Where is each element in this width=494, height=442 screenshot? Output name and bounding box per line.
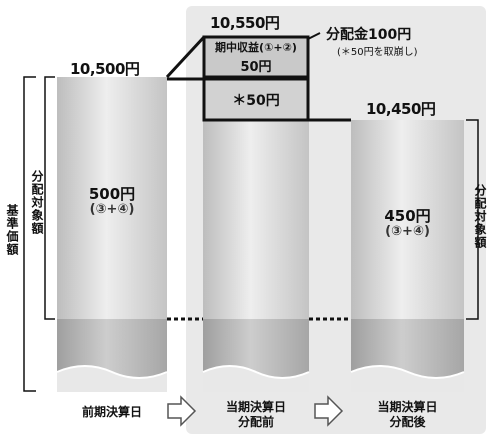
pre-distribution-value: 10,550円 bbox=[210, 14, 280, 32]
reserve-amount: ＊50円 bbox=[232, 93, 280, 109]
income-amount: 50円 bbox=[240, 60, 272, 75]
connector-lines bbox=[165, 32, 351, 122]
post-date-line2: 分配後 bbox=[389, 415, 426, 429]
base-price-label: 基準価額 bbox=[5, 204, 19, 256]
post-distribution-value: 10,450円 bbox=[366, 100, 436, 118]
reserve-box bbox=[202, 77, 310, 122]
before-value: 10,500円 bbox=[70, 60, 140, 78]
column-pre-distribution bbox=[202, 35, 310, 392]
right-bracket bbox=[466, 119, 479, 320]
post-date-line1: 当期決算日 bbox=[377, 400, 438, 414]
income-box bbox=[202, 35, 310, 79]
distribution-note: (＊50円を取崩し) bbox=[337, 47, 418, 58]
column-post-distribution bbox=[350, 120, 465, 392]
distributable-right-label: 分配対象額 bbox=[473, 184, 487, 249]
pre-date-line2: 分配前 bbox=[237, 415, 274, 429]
before-date-label: 前期決算日 bbox=[81, 405, 142, 419]
distributable-left-label: 分配対象額 bbox=[30, 170, 44, 235]
before-formula: (③+④) bbox=[89, 202, 135, 217]
arrow-icon bbox=[314, 395, 344, 427]
column-before bbox=[56, 77, 168, 392]
arrow-icon bbox=[167, 395, 197, 427]
post-formula: (③+④) bbox=[385, 224, 430, 239]
before-amount: 500円 bbox=[88, 185, 136, 203]
pre-date-line1: 当期決算日 bbox=[225, 400, 286, 414]
post-amount: 450円 bbox=[384, 207, 431, 225]
income-label: 期中収益(①+②) bbox=[215, 41, 297, 54]
distribution-title: 分配金100円 bbox=[326, 27, 412, 43]
left-brackets bbox=[23, 76, 55, 392]
